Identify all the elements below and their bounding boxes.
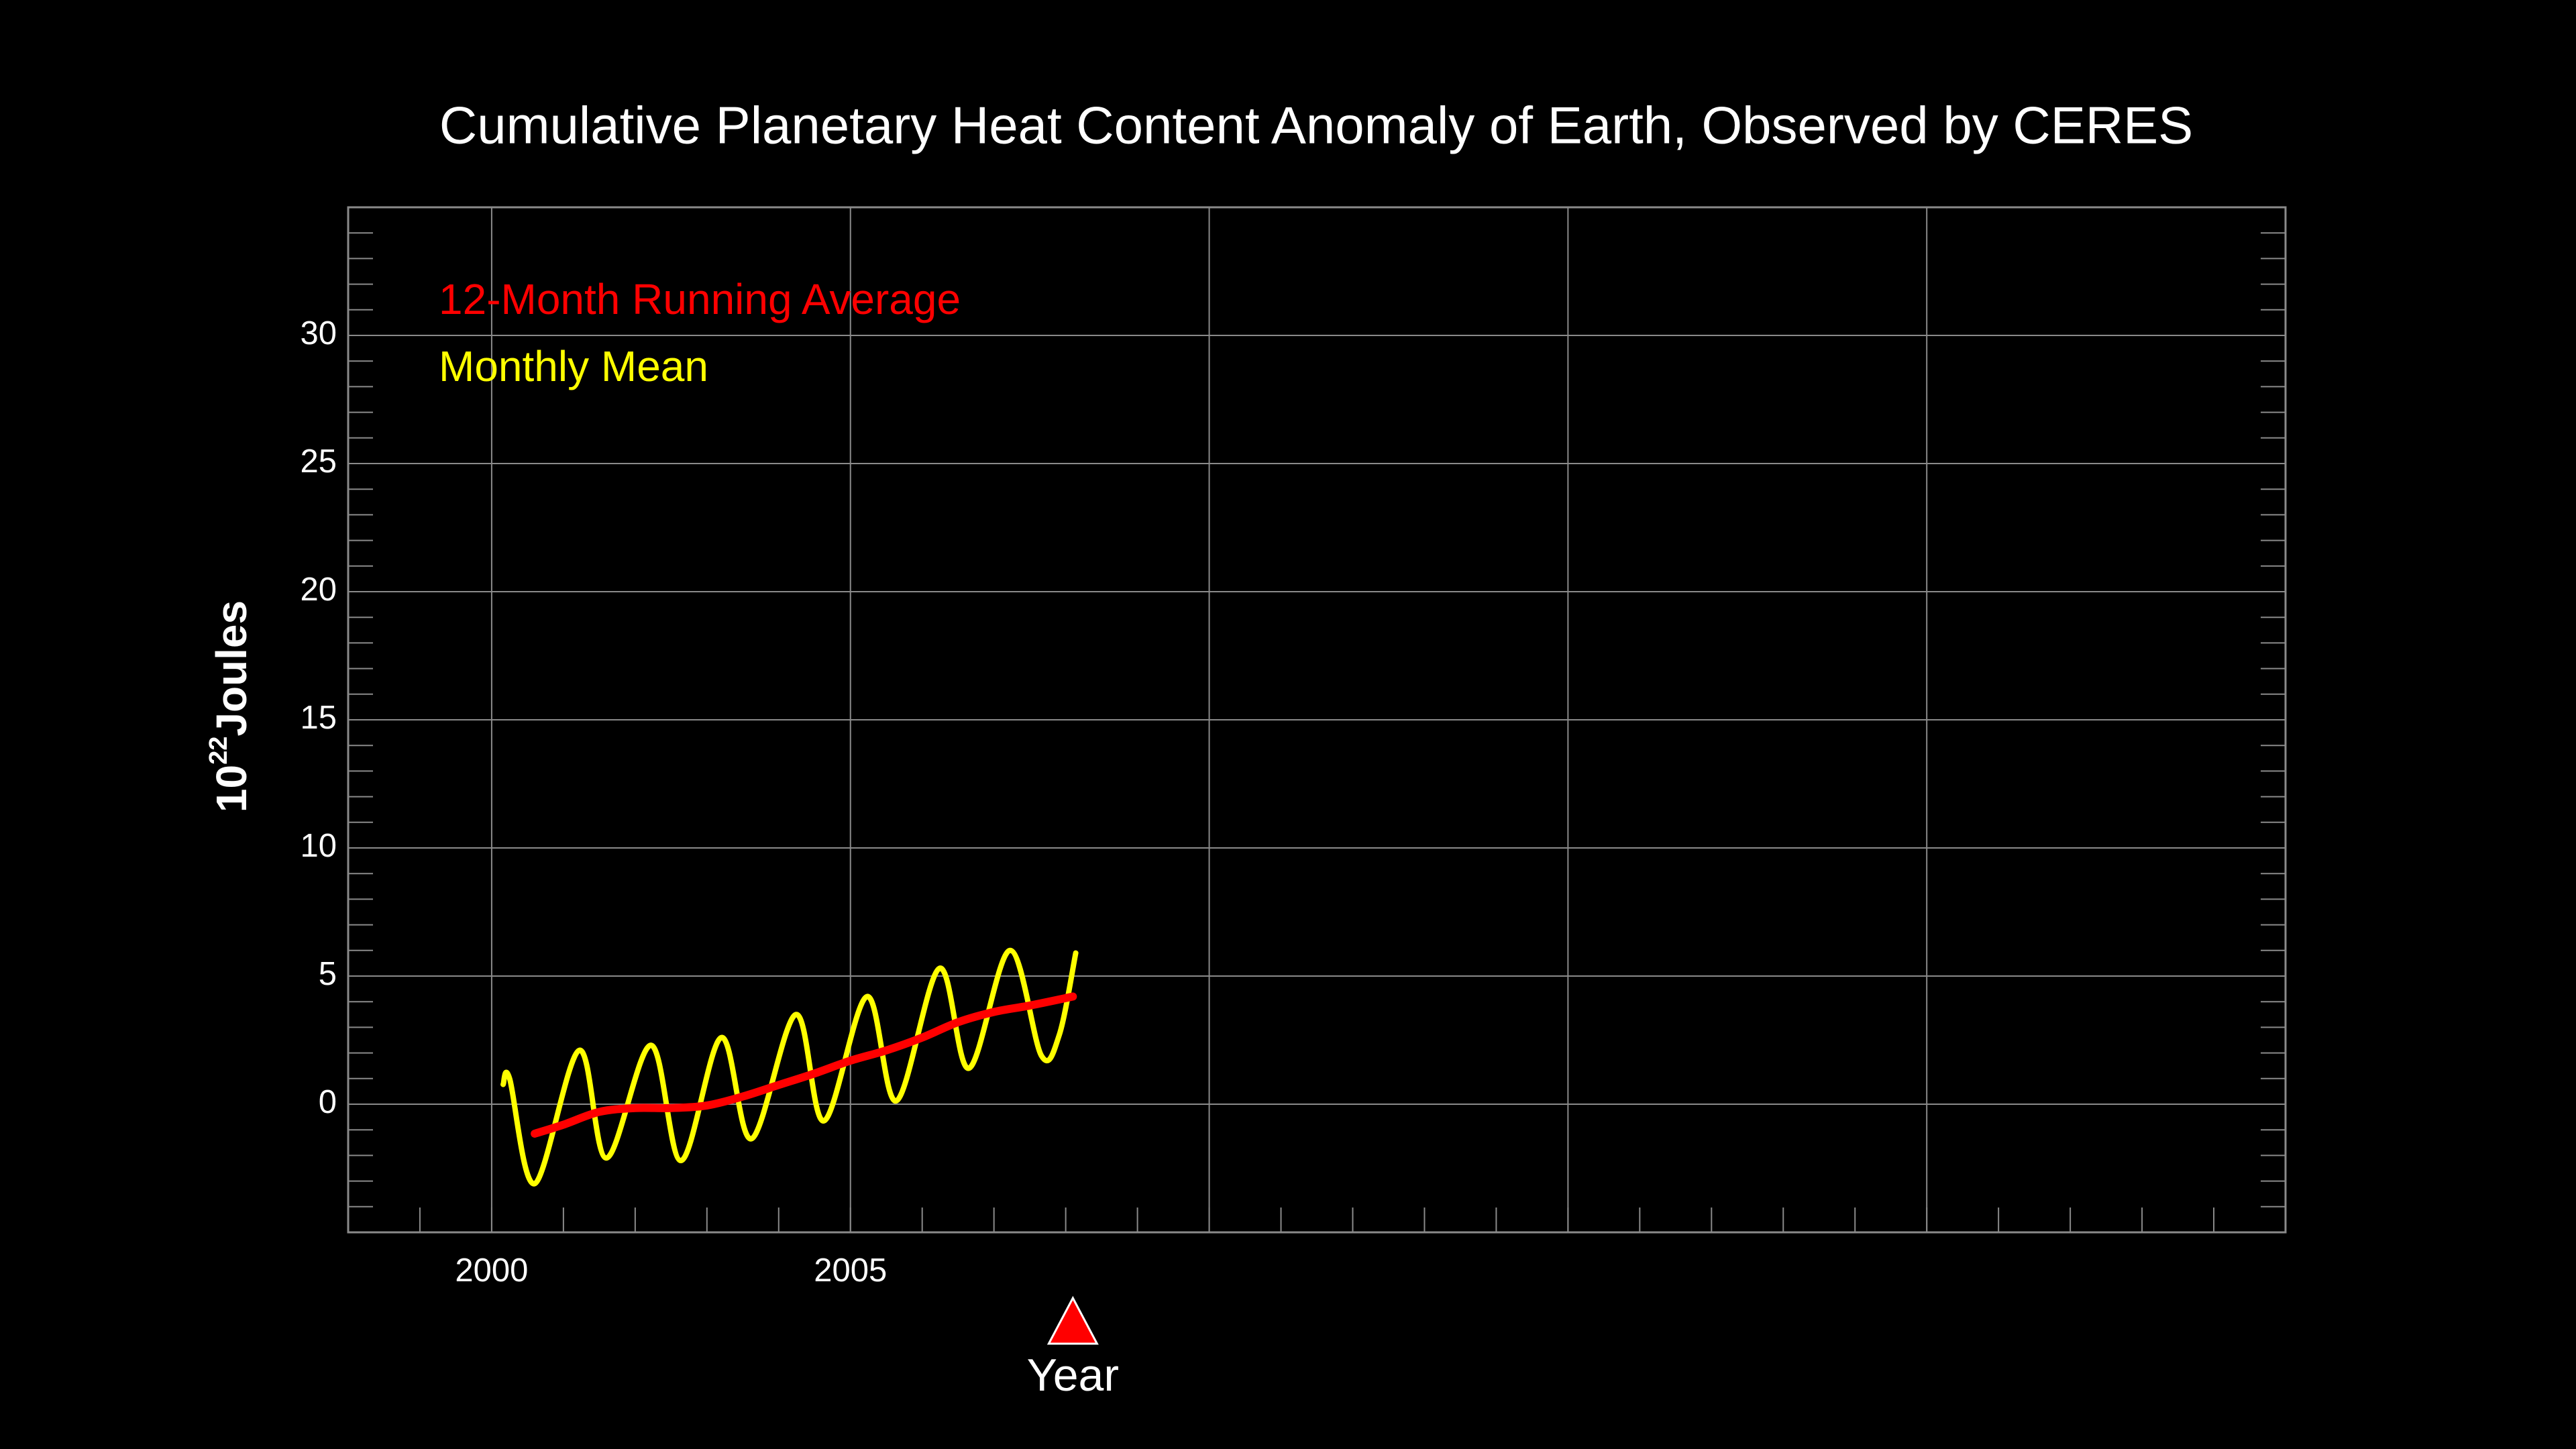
y-tick-label: 5	[319, 956, 337, 992]
y-tick-label: 30	[300, 315, 337, 352]
x-tick-label: 2005	[814, 1252, 887, 1289]
y-tick-label: 0	[319, 1084, 337, 1120]
y-label-base: 10	[207, 765, 256, 812]
year-marker	[1046, 1295, 1099, 1345]
legend-entry: 12-Month Running Average	[439, 275, 961, 323]
series-line	[500, 947, 1079, 1187]
y-label-unit: Joules	[207, 600, 256, 737]
chart-title: Cumulative Planetary Heat Content Anomal…	[439, 96, 2193, 155]
x-axis-label: Year	[1027, 1350, 1119, 1401]
y-tick-label: 25	[300, 443, 337, 480]
y-tick-label: 20	[300, 572, 337, 608]
legend-entry: Monthly Mean	[439, 342, 708, 390]
series-line	[531, 992, 1077, 1138]
y-axis-label: 1022Joules	[205, 600, 256, 812]
y-tick-label: 15	[300, 700, 337, 736]
x-tick-label: 2000	[455, 1252, 528, 1289]
y-label-exponent: 22	[205, 737, 233, 765]
y-tick-label: 10	[300, 828, 337, 864]
